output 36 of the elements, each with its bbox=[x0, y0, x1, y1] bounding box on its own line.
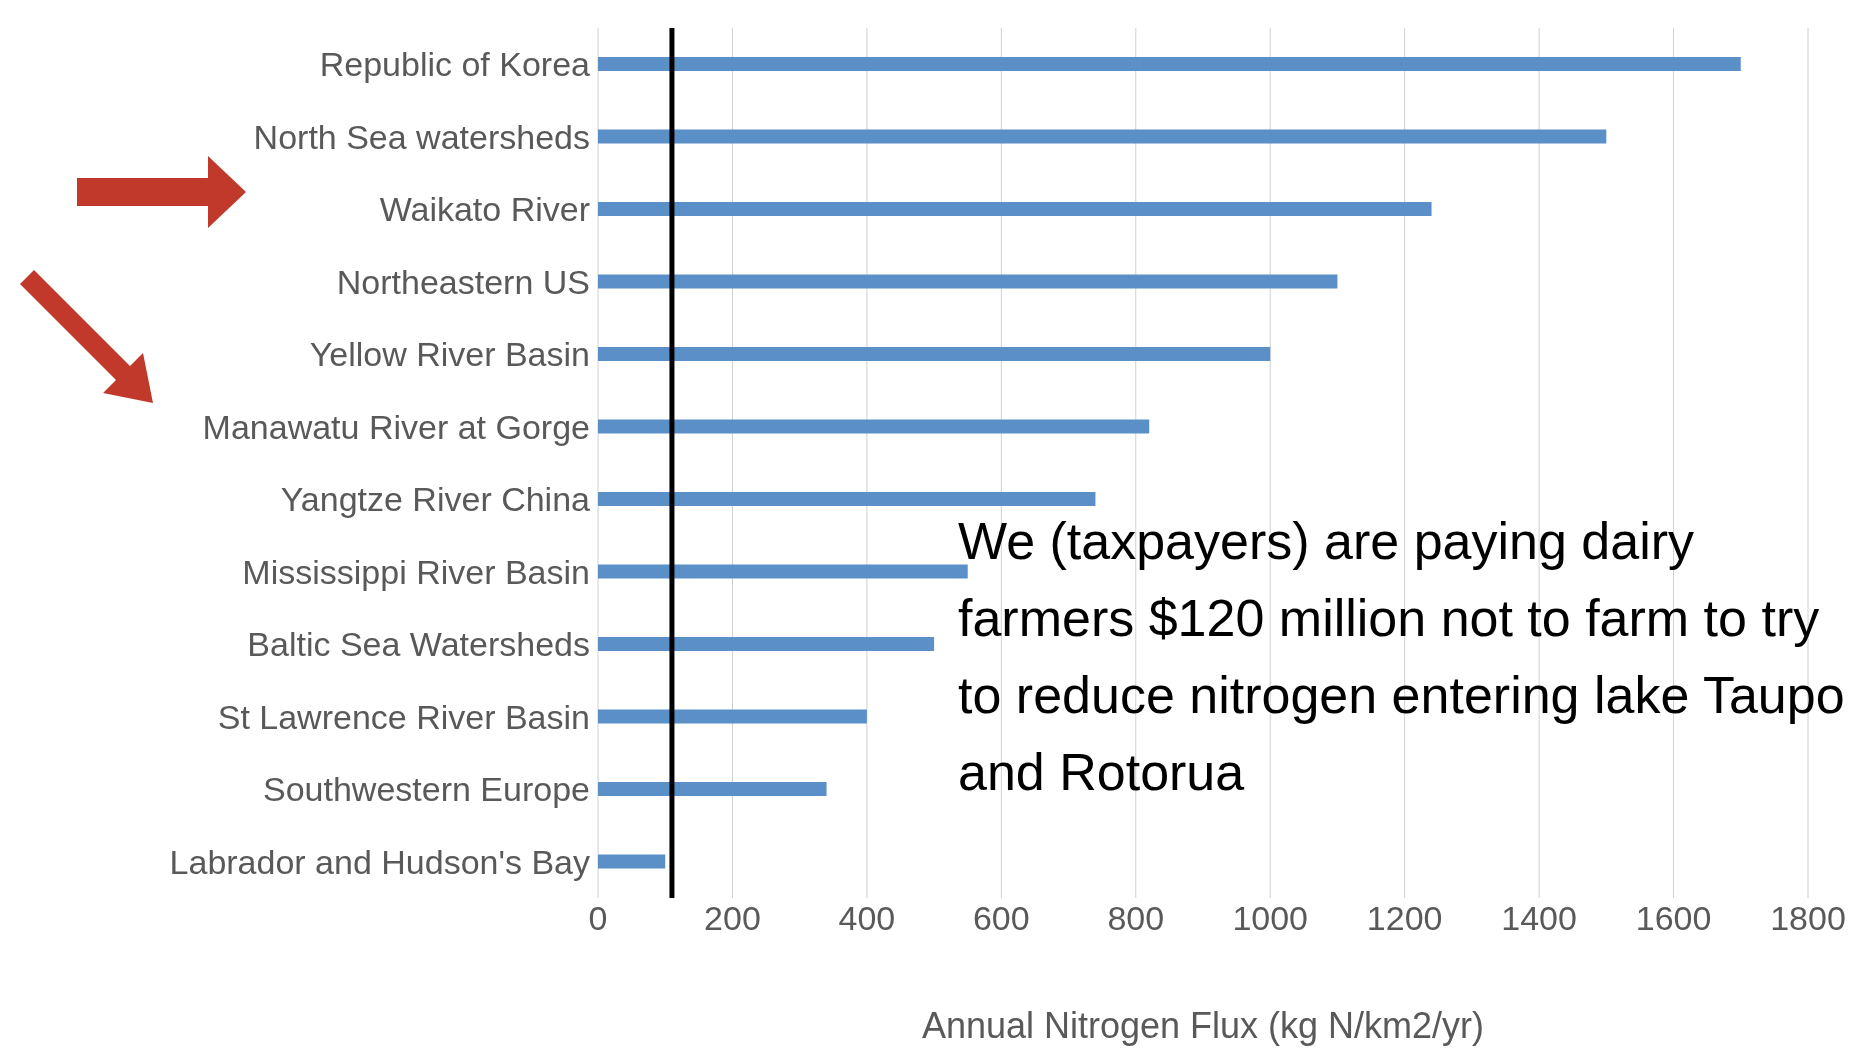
y-tick-label: Yellow River Basin bbox=[309, 335, 590, 374]
bar bbox=[598, 57, 1741, 71]
x-tick-label: 1000 bbox=[1232, 899, 1309, 938]
y-tick-label: Baltic Sea Watersheds bbox=[247, 625, 590, 664]
y-tick-label: Republic of Korea bbox=[319, 45, 591, 84]
bar bbox=[598, 129, 1607, 144]
x-tick-label: 1600 bbox=[1635, 899, 1712, 938]
x-tick-label: 200 bbox=[704, 899, 761, 938]
x-tick-label: 1800 bbox=[1770, 899, 1846, 938]
bar bbox=[598, 709, 867, 724]
x-tick-label: 1400 bbox=[1501, 899, 1577, 938]
x-tick-label: 400 bbox=[838, 899, 896, 938]
bar bbox=[598, 564, 968, 579]
x-tick-label: 0 bbox=[588, 899, 608, 938]
x-tick-label: 1200 bbox=[1366, 899, 1443, 938]
annotation: We (taxpayers) are paying dairy farmers $120 million not to farm to try to reduce nitrogen entering lake Taupo and Rotorua bbox=[958, 511, 1846, 803]
bar bbox=[598, 492, 1096, 506]
x-axis-title: Annual Nitrogen Flux (kg N/km2/yr) bbox=[921, 1005, 1485, 1046]
y-tick-label: Manawatu River at Gorge bbox=[202, 407, 590, 446]
bar bbox=[598, 854, 666, 869]
y-tick-label: Labrador and Hudson's Bay bbox=[169, 842, 590, 881]
bar bbox=[598, 782, 827, 796]
bar bbox=[598, 637, 935, 651]
x-tick-label: 600 bbox=[972, 899, 1030, 938]
y-tick-label: St Lawrence River Basin bbox=[217, 697, 590, 736]
bar bbox=[598, 202, 1432, 216]
bar bbox=[598, 347, 1271, 361]
x-tick-label: 800 bbox=[1107, 899, 1165, 938]
y-tick-label: Southwestern Europe bbox=[263, 770, 590, 809]
y-tick-label: Mississippi River Basin bbox=[242, 552, 590, 591]
y-tick-label: North Sea watersheds bbox=[253, 117, 590, 156]
y-tick-label: Waikato River bbox=[379, 190, 590, 229]
bar bbox=[598, 419, 1150, 434]
bar bbox=[598, 274, 1338, 289]
y-tick-label: Yangtze River China bbox=[280, 480, 591, 519]
y-tick-label: Northeastern US bbox=[336, 262, 590, 301]
